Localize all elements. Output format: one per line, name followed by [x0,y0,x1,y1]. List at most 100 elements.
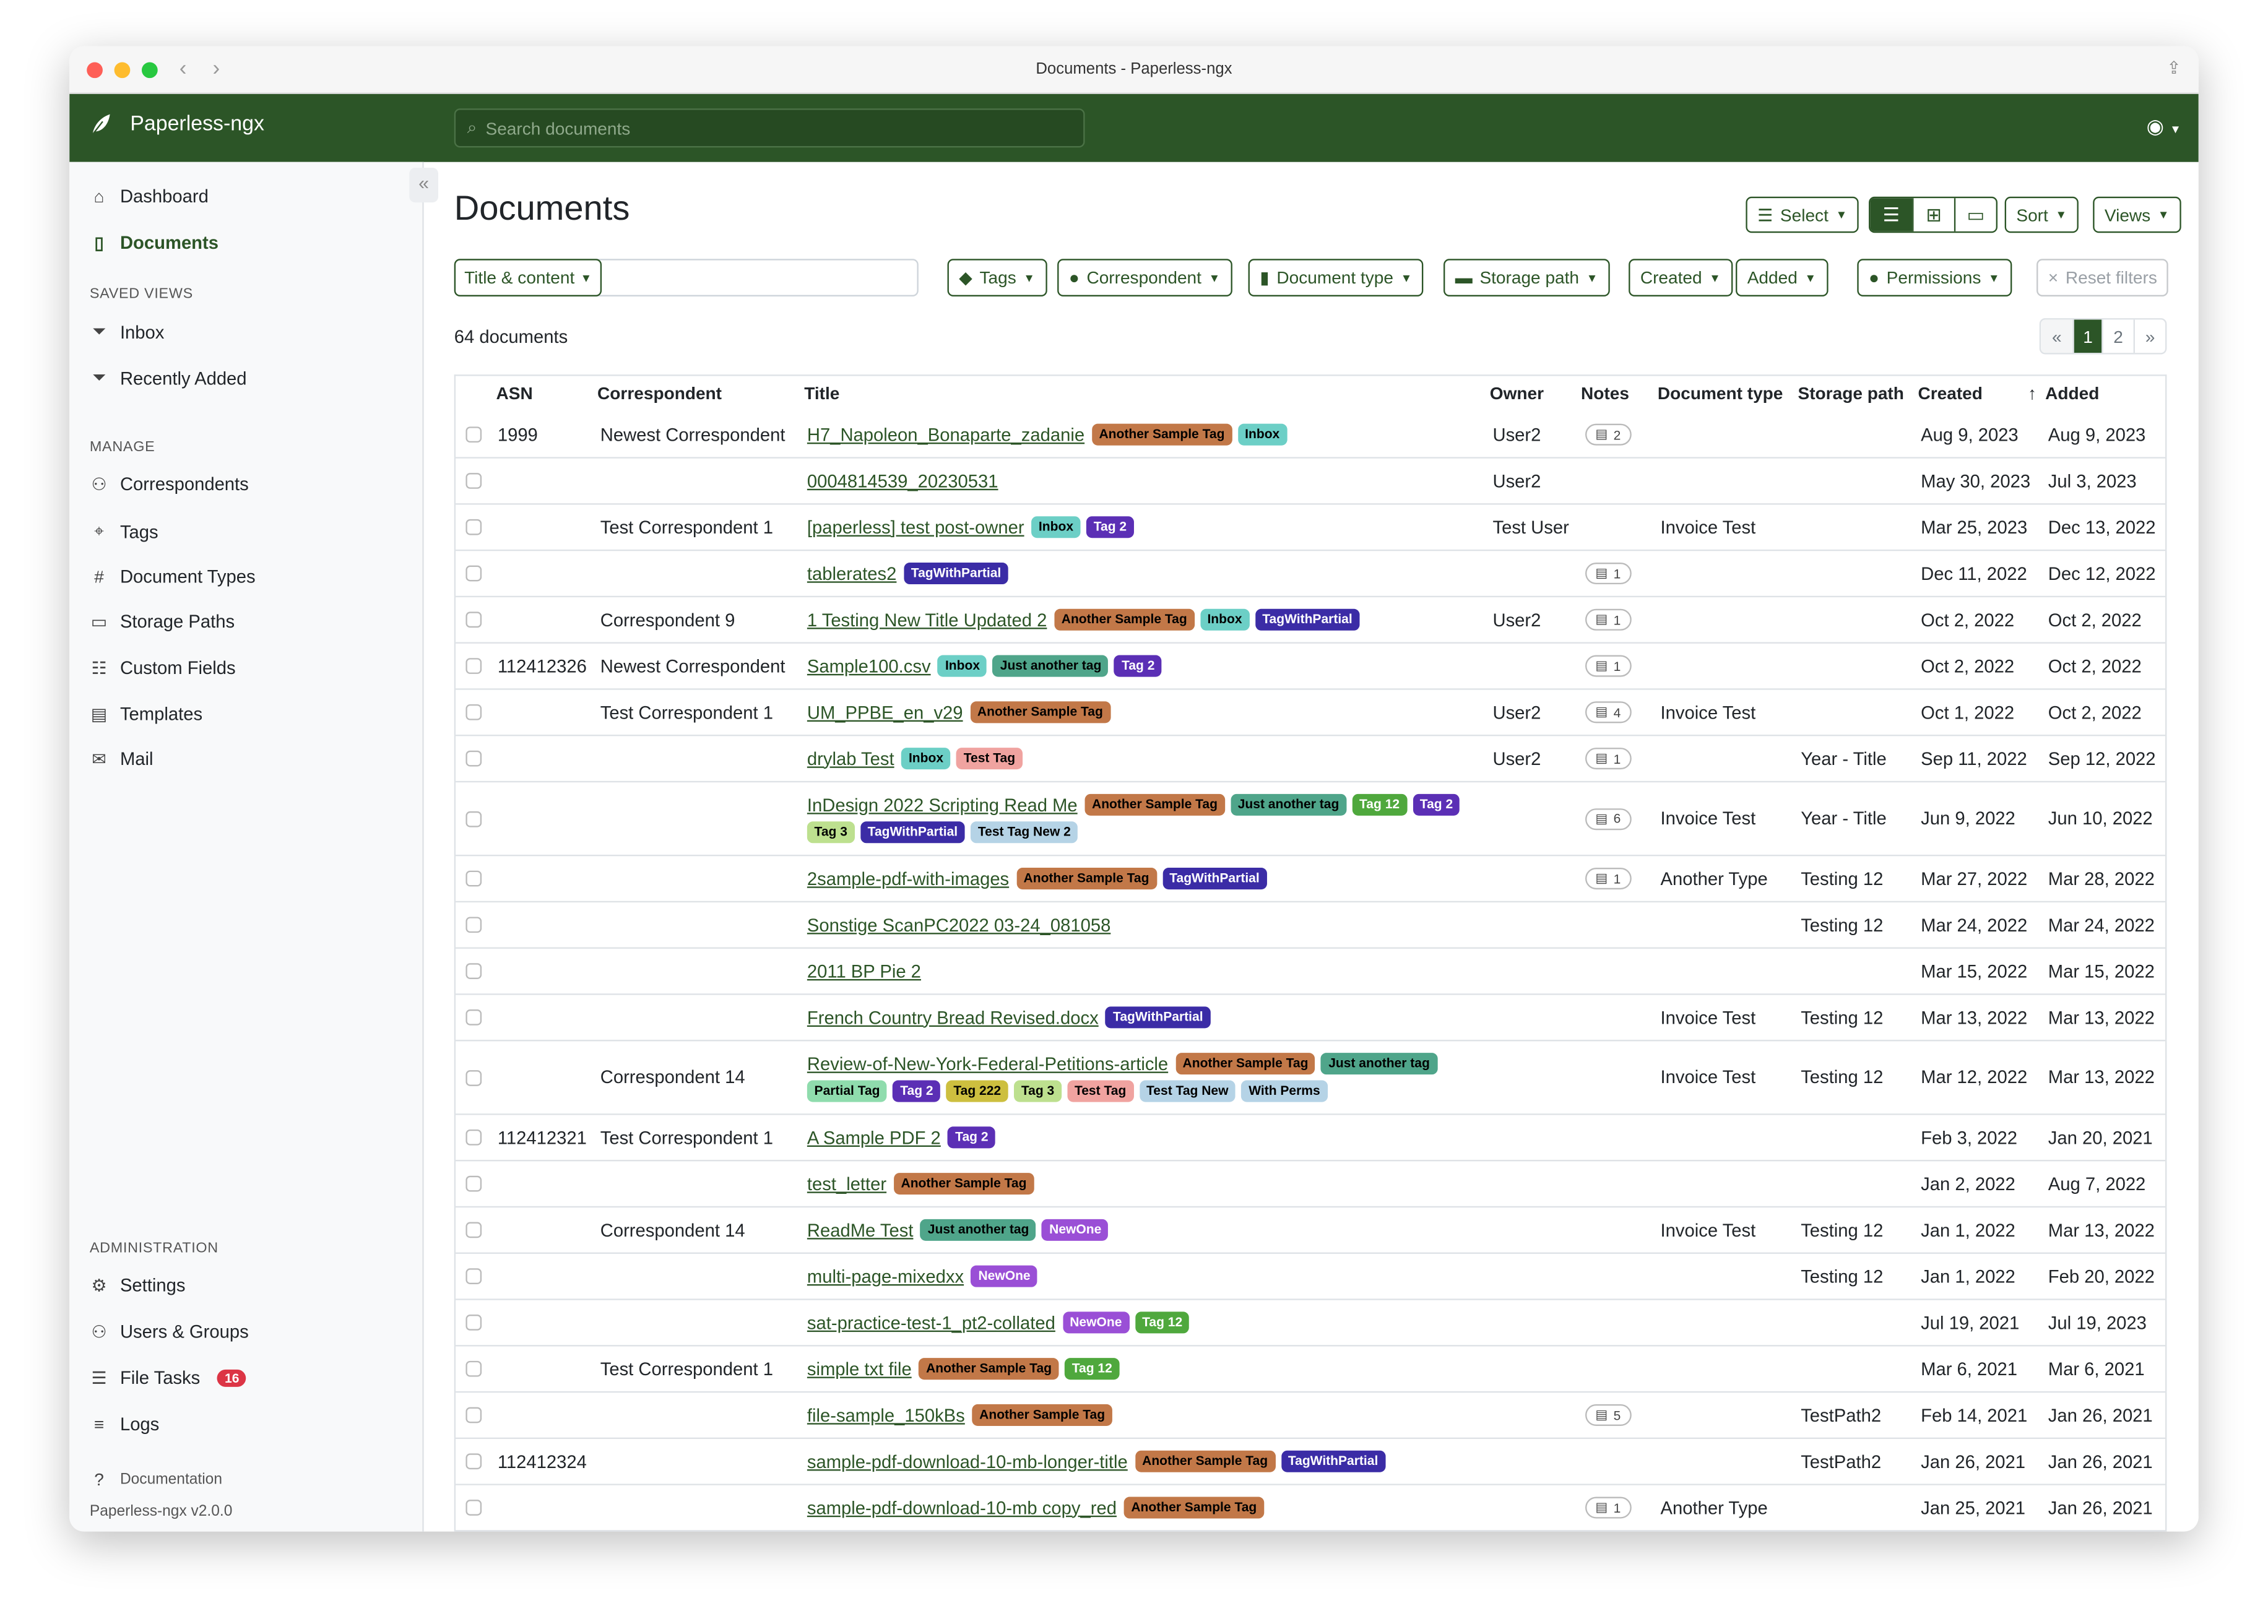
row-checkbox[interactable] [465,565,482,582]
table-row[interactable]: User2 Year - Title Sep 11, 2022 Sep 12, 202… [456,736,2166,783]
row-checkbox[interactable] [465,611,482,628]
pagination-page-2[interactable]: 2 [2101,319,2133,353]
close-window-button[interactable] [87,62,103,79]
notes-badge[interactable]: ▤ 5 [1585,1404,1631,1426]
correspondent-filter[interactable]: ● Correspondent ▼ [1057,259,1232,297]
tag-badge[interactable]: Another Sample Tag [1123,1497,1264,1519]
header-added[interactable]: Added [2045,383,2100,404]
table-row[interactable]: Jul 19, 2021 Jul 19, 2023 sat-practice-tes… [456,1300,2166,1347]
row-checkbox[interactable] [465,658,482,674]
tag-badge[interactable]: With Perms [1241,1080,1328,1102]
tag-badge[interactable]: Test Tag [1067,1080,1133,1102]
tag-badge[interactable]: Inbox [1200,608,1250,631]
share-icon[interactable]: ⇪ [2166,58,2181,79]
document-title-link[interactable]: simple txt file [807,1358,912,1380]
forward-icon[interactable]: › [212,56,220,81]
document-title-link[interactable]: Sonstige ScanPC2022 03-24_081058 [807,914,1111,935]
tag-badge[interactable]: Tag 12 [1135,1311,1190,1334]
table-row[interactable]: User2 May 30, 2023 Jul 3, 2023 0004814539_2… [456,459,2166,505]
tag-badge[interactable]: Another Sample Tag [970,701,1110,723]
sidebar-item-settings[interactable]: ⚙ Settings [90,1276,185,1296]
document-title-link[interactable]: UM_PPBE_en_v29 [807,702,963,723]
collapse-sidebar-button[interactable]: « [409,168,439,203]
back-icon[interactable]: ‹ [179,56,187,81]
select-button[interactable]: ☰ Select ▼ [1746,196,1859,233]
tag-badge[interactable]: Tag 2 [948,1126,996,1149]
document-title-link[interactable]: ReadMe Test [807,1220,914,1240]
document-title-link[interactable]: H7_Napoleon_Bonaparte_zadanie [807,424,1085,445]
notes-badge[interactable]: ▤ 1 [1585,562,1631,585]
table-row[interactable]: 112412321 Test Correspondent 1 Feb 3, 2022… [456,1115,2166,1162]
header-document-type[interactable]: Document type [1657,383,1783,404]
table-row[interactable]: Test Correspondent 1 Mar 6, 2021 Mar 6, 20… [456,1346,2166,1393]
row-checkbox[interactable] [465,917,482,933]
created-filter[interactable]: Created ▼ [1629,259,1733,297]
row-checkbox[interactable] [465,1453,482,1470]
tags-filter[interactable]: ◆ Tags ▼ [947,259,1047,297]
tag-badge[interactable]: Another Sample Tag [1135,1450,1275,1472]
sidebar-item-custom-fields[interactable]: ☷ Custom Fields [90,658,235,678]
title-content-input[interactable] [600,261,917,295]
pagination-next[interactable]: » [2133,319,2165,353]
table-row[interactable]: Invoice Test Testing 12 Mar 13, 2022 Mar 13… [456,995,2166,1042]
row-checkbox[interactable] [465,1069,482,1086]
sidebar-item-mail[interactable]: ✉ Mail [90,749,153,769]
tag-badge[interactable]: NewOne [1042,1219,1109,1241]
documentation-link[interactable]: ? Documentation [90,1469,222,1490]
sort-button[interactable]: Sort ▼ [2004,196,2079,233]
tag-badge[interactable]: Just another tag [1321,1053,1437,1075]
tag-badge[interactable]: Tag 2 [1086,516,1134,538]
tag-badge[interactable]: Test Tag New [1139,1080,1236,1102]
table-row[interactable]: 1999 Newest Correspondent User2 Aug 9, 2023… [456,412,2166,459]
row-checkbox[interactable] [465,1175,482,1192]
tag-badge[interactable]: Tag 2 [1413,793,1460,816]
row-checkbox[interactable] [465,963,482,979]
header-title[interactable]: Title [804,383,840,404]
tag-badge[interactable]: Inbox [1031,516,1081,538]
document-title-link[interactable]: sample-pdf-download-10-mb-longer-title [807,1451,1128,1472]
header-asn[interactable]: ASN [496,383,533,404]
sidebar-item-file-tasks[interactable]: ☰ File Tasks 16 [90,1368,247,1388]
maximize-window-button[interactable] [141,62,158,79]
document-title-link[interactable]: drylab Test [807,748,894,769]
tag-badge[interactable]: Inbox [938,655,987,677]
tag-badge[interactable]: Just another tag [920,1219,1037,1241]
tag-badge[interactable]: Another Sample Tag [1175,1053,1316,1075]
tag-badge[interactable]: NewOne [971,1265,1038,1287]
tag-badge[interactable]: Another Sample Tag [1091,423,1232,446]
table-row[interactable]: Invoice Test Year - Title Jun 9, 2022 Jun 1… [456,782,2166,857]
notes-badge[interactable]: ▤ 4 [1585,701,1631,723]
small-cards-view-icon[interactable]: ⊞ [1912,198,1954,231]
row-checkbox[interactable] [465,810,482,827]
tag-badge[interactable]: Inbox [1237,423,1287,446]
permissions-filter[interactable]: ● Permissions ▼ [1857,259,2012,297]
header-correspondent[interactable]: Correspondent [597,383,722,404]
table-view-icon[interactable]: ☰ [1870,198,1913,231]
views-button[interactable]: Views ▼ [2093,196,2181,233]
document-title-link[interactable]: A Sample PDF 2 [807,1127,941,1148]
row-checkbox[interactable] [465,1407,482,1423]
table-row[interactable]: Correspondent 9 User2 Oct 2, 2022 Oct 2, 20… [456,597,2166,644]
row-checkbox[interactable] [465,1129,482,1146]
tag-badge[interactable]: Another Sample Tag [972,1404,1112,1426]
large-cards-view-icon[interactable]: ▭ [1954,198,1996,231]
document-title-link[interactable]: file-sample_150kBs [807,1405,965,1425]
tag-badge[interactable]: Tag 222 [946,1080,1008,1102]
table-row[interactable]: Another Type Jan 25, 2021 Jan 26, 2021 samp… [456,1485,2166,1532]
tag-badge[interactable]: TagWithPartial [1106,1006,1211,1029]
notes-badge[interactable]: ▤ 1 [1585,608,1631,631]
document-title-link[interactable]: InDesign 2022 Scripting Read Me [807,795,1078,815]
table-row[interactable]: 112412326 Newest Correspondent Oct 2, 2022… [456,644,2166,690]
added-filter[interactable]: Added ▼ [1736,259,1828,297]
row-checkbox[interactable] [465,1315,482,1331]
tag-badge[interactable]: Test Tag New 2 [971,821,1078,844]
document-title-link[interactable]: sat-practice-test-1_pt2-collated [807,1312,1055,1333]
header-created[interactable]: Created [1918,383,1983,404]
sidebar-item-inbox[interactable]: ⏷ Inbox [90,321,165,343]
tag-badge[interactable]: Test Tag [956,748,1023,770]
filter-type-dropdown[interactable]: Title & content ▼ [454,259,602,297]
pagination-page-1[interactable]: 1 [2072,319,2102,353]
sidebar-item-dashboard[interactable]: ⌂ Dashboard [90,186,209,207]
notes-badge[interactable]: ▤ 1 [1585,868,1631,890]
table-row[interactable]: Correspondent 14 Invoice Test Testing 12 Ma… [456,1041,2166,1115]
